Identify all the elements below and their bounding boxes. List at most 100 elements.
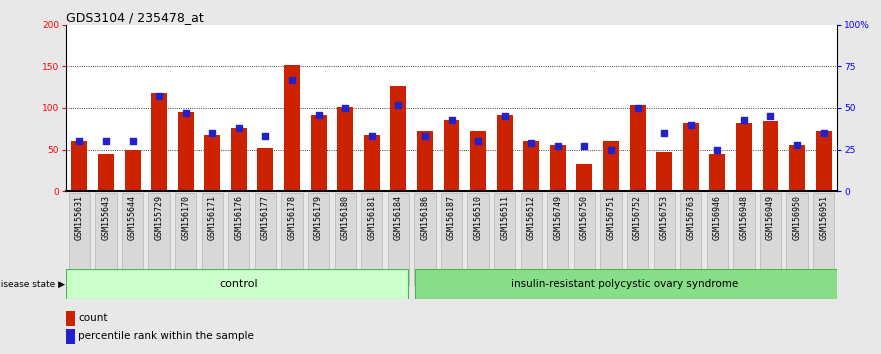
Text: GSM156512: GSM156512 bbox=[527, 195, 536, 240]
Bar bbox=[98, 154, 114, 191]
Point bbox=[577, 143, 591, 149]
Point bbox=[604, 147, 618, 152]
Text: GSM156184: GSM156184 bbox=[394, 195, 403, 240]
Point bbox=[125, 138, 139, 144]
Point bbox=[710, 147, 724, 152]
FancyBboxPatch shape bbox=[759, 193, 781, 285]
Bar bbox=[364, 135, 380, 191]
Text: percentile rank within the sample: percentile rank within the sample bbox=[78, 331, 255, 341]
FancyBboxPatch shape bbox=[627, 193, 648, 285]
Point bbox=[737, 117, 751, 122]
FancyBboxPatch shape bbox=[654, 193, 675, 285]
Text: insulin-resistant polycystic ovary syndrome: insulin-resistant polycystic ovary syndr… bbox=[511, 279, 738, 289]
Point bbox=[179, 110, 193, 116]
Bar bbox=[337, 107, 353, 191]
FancyBboxPatch shape bbox=[680, 193, 701, 285]
FancyBboxPatch shape bbox=[69, 193, 90, 285]
Bar bbox=[497, 115, 513, 191]
Text: GSM156763: GSM156763 bbox=[686, 195, 695, 240]
FancyBboxPatch shape bbox=[574, 193, 595, 285]
FancyBboxPatch shape bbox=[255, 193, 276, 285]
FancyBboxPatch shape bbox=[388, 193, 409, 285]
Text: GSM156751: GSM156751 bbox=[606, 195, 616, 240]
FancyBboxPatch shape bbox=[521, 193, 542, 285]
Bar bbox=[71, 141, 87, 191]
Text: control: control bbox=[219, 279, 258, 289]
Point bbox=[790, 142, 804, 147]
Text: GSM156750: GSM156750 bbox=[580, 195, 589, 240]
Point bbox=[551, 143, 565, 149]
Text: GSM156951: GSM156951 bbox=[819, 195, 828, 240]
Text: GSM156180: GSM156180 bbox=[341, 195, 350, 240]
FancyBboxPatch shape bbox=[122, 193, 143, 285]
Text: GSM156949: GSM156949 bbox=[766, 195, 775, 240]
Bar bbox=[204, 135, 220, 191]
Text: GSM155644: GSM155644 bbox=[128, 195, 137, 240]
Bar bbox=[152, 93, 167, 191]
FancyBboxPatch shape bbox=[95, 193, 116, 285]
FancyBboxPatch shape bbox=[440, 193, 463, 285]
Bar bbox=[656, 152, 672, 191]
Bar bbox=[284, 65, 300, 191]
Bar bbox=[709, 154, 725, 191]
Bar bbox=[231, 128, 247, 191]
Point bbox=[817, 130, 831, 136]
Text: GSM156187: GSM156187 bbox=[447, 195, 456, 240]
Text: GSM155631: GSM155631 bbox=[75, 195, 84, 240]
Bar bbox=[124, 149, 140, 191]
Point bbox=[657, 130, 671, 136]
Point bbox=[365, 133, 379, 139]
Text: GSM156178: GSM156178 bbox=[287, 195, 297, 240]
Bar bbox=[789, 145, 805, 191]
FancyBboxPatch shape bbox=[281, 193, 303, 285]
Point bbox=[152, 93, 167, 99]
Text: GSM156752: GSM156752 bbox=[633, 195, 642, 240]
Point bbox=[258, 133, 272, 139]
Text: GSM156171: GSM156171 bbox=[208, 195, 217, 240]
Bar bbox=[470, 131, 486, 191]
Point bbox=[471, 138, 485, 144]
FancyBboxPatch shape bbox=[416, 269, 837, 299]
Point bbox=[312, 112, 326, 118]
Text: GSM156948: GSM156948 bbox=[739, 195, 749, 240]
Point bbox=[764, 113, 778, 119]
Bar bbox=[683, 123, 699, 191]
Text: GSM156177: GSM156177 bbox=[261, 195, 270, 240]
Text: disease state ▶: disease state ▶ bbox=[0, 280, 65, 289]
Point bbox=[338, 105, 352, 111]
Point bbox=[205, 130, 219, 136]
Bar bbox=[523, 141, 539, 191]
Bar bbox=[630, 105, 646, 191]
Text: GSM156170: GSM156170 bbox=[181, 195, 190, 240]
FancyBboxPatch shape bbox=[733, 193, 754, 285]
Bar bbox=[576, 164, 592, 191]
FancyBboxPatch shape bbox=[202, 193, 223, 285]
Point bbox=[444, 117, 458, 122]
Text: GSM156511: GSM156511 bbox=[500, 195, 509, 240]
Text: GSM156749: GSM156749 bbox=[553, 195, 562, 240]
Text: GSM156510: GSM156510 bbox=[474, 195, 483, 240]
Text: GSM156181: GSM156181 bbox=[367, 195, 376, 240]
FancyBboxPatch shape bbox=[335, 193, 356, 285]
Text: GSM156176: GSM156176 bbox=[234, 195, 243, 240]
Bar bbox=[763, 121, 779, 191]
Bar bbox=[66, 311, 76, 326]
Text: GSM156753: GSM156753 bbox=[660, 195, 669, 240]
Point bbox=[391, 102, 405, 108]
FancyBboxPatch shape bbox=[149, 193, 170, 285]
Bar bbox=[178, 112, 194, 191]
FancyBboxPatch shape bbox=[228, 193, 249, 285]
Bar bbox=[443, 120, 460, 191]
FancyBboxPatch shape bbox=[707, 193, 728, 285]
Text: GSM155729: GSM155729 bbox=[154, 195, 164, 240]
FancyBboxPatch shape bbox=[813, 193, 834, 285]
Point bbox=[418, 133, 432, 139]
FancyBboxPatch shape bbox=[600, 193, 622, 285]
Point bbox=[498, 113, 512, 119]
FancyBboxPatch shape bbox=[414, 193, 435, 285]
Point bbox=[72, 138, 86, 144]
FancyBboxPatch shape bbox=[547, 193, 568, 285]
Point bbox=[99, 138, 113, 144]
Bar bbox=[603, 141, 619, 191]
Point bbox=[285, 77, 299, 82]
